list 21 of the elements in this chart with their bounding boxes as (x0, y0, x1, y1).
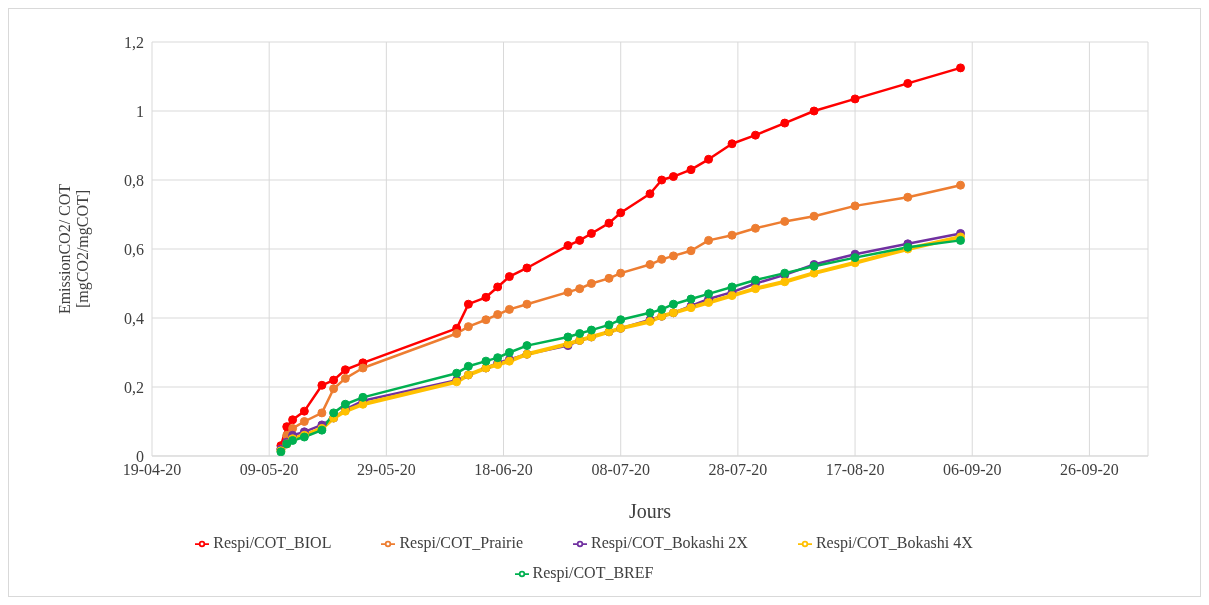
legend-label: Respi/COT_Bokashi 2X (590, 534, 748, 551)
x-tick-label: 29-05-20 (357, 461, 416, 479)
y-tick-label: 0,6 (124, 240, 144, 258)
y-tick-label: 1,2 (124, 33, 144, 51)
y-tick-label: 1 (136, 102, 144, 120)
y-tick-label: 0,4 (124, 309, 144, 327)
x-tick-label: 26-09-20 (1060, 461, 1119, 479)
y-tick-label: 0,8 (124, 171, 144, 189)
x-axis-title: Jours (628, 500, 672, 522)
y-axis-title: EmissionCO2/ COT [mgCO2/mgCOT] (56, 183, 92, 315)
x-tick-label: 06-09-20 (942, 461, 1002, 479)
x-tick-label: 28-07-20 (708, 461, 768, 479)
legend-label: Respi/COT_Prairie (399, 534, 523, 551)
legend-label: Respi/COT_BREF (532, 564, 654, 581)
legend-label: Respi/COT_BIOL (213, 534, 332, 551)
x-tick-label: 08-07-20 (591, 461, 651, 479)
y-tick-label: 0,2 (124, 378, 144, 396)
x-tick-label: 09-05-20 (239, 461, 299, 479)
x-tick-label: 17-08-20 (825, 461, 885, 479)
legend-label: Respi/COT_Bokashi 4X (815, 534, 973, 551)
x-tick-label: 18-06-20 (474, 461, 533, 479)
